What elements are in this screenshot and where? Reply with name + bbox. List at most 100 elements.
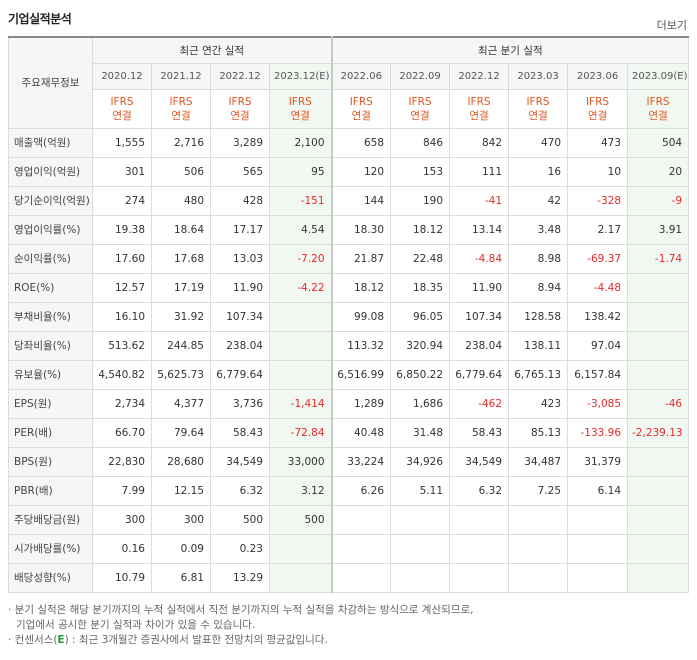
table-cell [449,562,510,593]
table-cell: 4,377 [151,388,211,419]
ifrs-standard: IFRS [585,95,610,108]
table-cell [330,533,392,564]
table-cell: -9 [627,185,690,216]
table-cell: 1,289 [330,388,392,419]
table-cell [627,301,690,332]
table-cell: -69.37 [567,243,629,274]
table-cell: 6,157.84 [567,359,629,390]
table-cell: 1,555 [92,127,152,158]
ifrs-label: IFRS 연결 [390,88,451,129]
period-header: 2023.12(E) [268,62,333,90]
table-cell: 34,926 [390,446,451,477]
table-cell: 33,000 [268,446,333,477]
table-cell: 300 [151,504,211,535]
table-cell: 473 [567,127,629,158]
table-cell: 113.32 [330,330,392,361]
table-cell: -7.20 [268,243,333,274]
table-cell: 244.85 [151,330,211,361]
table-cell [627,562,690,593]
table-cell: 22,830 [92,446,152,477]
table-cell: 6,516.99 [330,359,392,390]
table-cell: 2.17 [567,214,629,245]
footnote-2: · 컨센서스(E) : 최근 3개월간 증권사에서 발표한 전망치의 평균값입니… [8,633,688,648]
ifrs-consolidated: 연결 [528,109,548,122]
table-cell [268,330,333,361]
table-cell: 6.14 [567,475,629,506]
table-cell [390,562,451,593]
table-cell: 99.08 [330,301,392,332]
row-label: PER(배) [8,417,93,448]
ifrs-standard: IFRS [467,95,491,108]
table-cell: 500 [210,504,270,535]
table-cell [268,359,333,390]
section-header: 기업실적분석 더보기 [0,0,697,36]
row-label: 유보율(%) [8,359,93,390]
table-cell: 58.43 [210,417,270,448]
table-cell: 4,540.82 [92,359,152,390]
annual-group-label: 최근 연간 실적 [91,36,333,64]
table-row: 유보율(%) 4,540.82 5,625.73 6,779.64 6,516.99 6,… [8,359,690,390]
table-cell: -1.74 [627,243,690,274]
table-cell: 58.43 [449,417,510,448]
table-cell: 18.12 [330,272,392,303]
table-cell: 31.92 [151,301,211,332]
table-cell: 96.05 [390,301,451,332]
table-row: 배당성향(%) 10.79 6.81 13.29 [8,562,690,593]
footnote-1-cont: 기업에서 공시한 분기 실적과 차이가 있을 수 있습니다. [16,619,256,631]
period-header: 2023.03 [508,62,569,90]
table-cell: 6,779.64 [449,359,510,390]
more-link[interactable]: 더보기 [656,19,687,32]
table-cell: -3,085 [567,388,629,419]
table-cell: 28,680 [151,446,211,477]
table-cell: 3.12 [268,475,333,506]
table-row: 영업이익률(%) 19.38 18.64 17.17 4.54 18.30 18.12 13.… [8,214,690,245]
table-cell: 6.32 [449,475,510,506]
table-cell: 111 [449,156,510,187]
table-cell: 5,625.73 [151,359,211,390]
table-cell: 34,549 [449,446,510,477]
ifrs-standard: IFRS [526,95,550,108]
table-cell: 658 [330,127,392,158]
table-cell: -2,239.13 [627,417,690,448]
ifrs-label: IFRS 연결 [567,88,629,129]
row-label: EPS(원) [8,388,93,419]
table-cell: 301 [92,156,152,187]
ifrs-row: IFRS 연결 IFRS 연결 IFRS 연결 IFRS 연결 IFRS 연결 IFRS 연결 IFRS… [9,88,690,129]
ifrs-label: IFRS 연결 [92,88,152,129]
table-cell: 18.30 [330,214,392,245]
ifrs-label: IFRS 연결 [508,88,569,129]
table-cell [268,301,333,332]
table-cell: -328 [567,185,629,216]
row-label: BPS(원) [8,446,93,477]
table-cell [627,272,690,303]
table-cell: 300 [92,504,152,535]
table-row: PER(배) 66.70 79.64 58.43 -72.84 40.48 31.48 58.… [8,417,690,448]
table-cell: 120 [330,156,392,187]
ifrs-standard: IFRS [408,95,432,108]
table-cell [627,446,690,477]
period-row: 2020.12 2021.12 2022.12 2023.12(E) 2022.06 20… [9,62,690,90]
table-cell: 6.26 [330,475,392,506]
table-cell: 128.58 [508,301,569,332]
table-cell: 18.64 [151,214,211,245]
table-cell: 480 [151,185,211,216]
table-cell: 10 [567,156,629,187]
table-cell: -4.22 [268,272,333,303]
table-cell: 190 [390,185,451,216]
table-cell: 85.13 [508,417,569,448]
table-row: 부채비율(%) 16.10 31.92 107.34 99.08 96.05 107.34 1… [8,301,690,332]
table-cell: 31,379 [567,446,629,477]
footnotes: · 분기 실적은 해당 분기까지의 누적 실적에서 직전 분기까지의 누적 실적… [8,603,688,648]
table-cell: 19.38 [92,214,152,245]
table-cell: 20 [627,156,690,187]
table-cell: 1,686 [390,388,451,419]
table-cell: 842 [449,127,510,158]
footnote-1: · 분기 실적은 해당 분기까지의 누적 실적에서 직전 분기까지의 누적 실적… [8,604,474,616]
table-cell: 107.34 [210,301,270,332]
table-row: PBR(배) 7.99 12.15 6.32 3.12 6.26 5.11 6.32 7.25 6… [8,475,690,506]
table-row: 영업이익(억원) 301 506 565 95 120 153 111 16 10 20 [8,156,690,187]
table-cell: 3,736 [210,388,270,419]
table-row: 주당배당금(원) 300 300 500 500 [8,504,690,535]
period-header: 2022.12 [210,62,270,90]
table-row: ROE(%) 12.57 17.19 11.90 -4.22 18.12 18.35 11.9… [8,272,690,303]
